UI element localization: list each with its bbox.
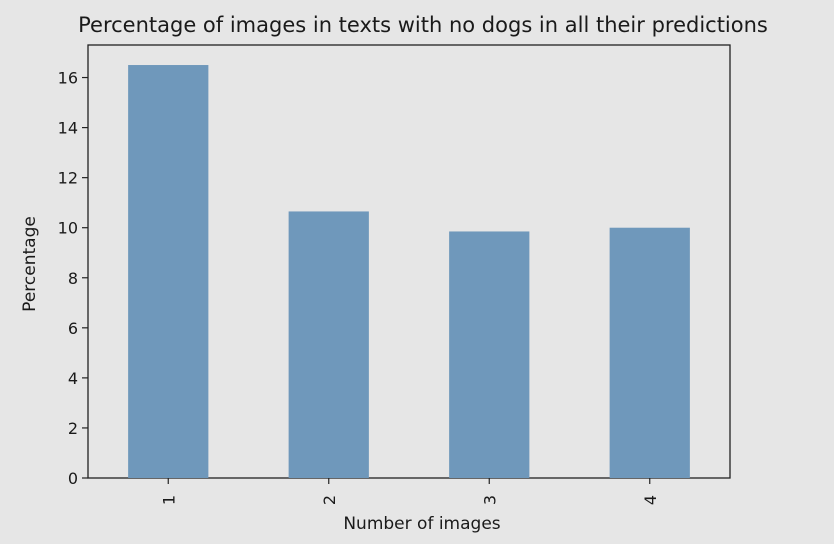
y-tick-label: 2 [68, 419, 78, 438]
y-tick-label: 6 [68, 319, 78, 338]
x-tick-label: 3 [480, 495, 499, 505]
y-tick-label: 0 [68, 469, 78, 488]
y-axis-ticks: 0 2 4 6 8 10 12 14 16 [58, 69, 88, 488]
bar-1 [128, 65, 209, 478]
y-tick-label: 4 [68, 369, 78, 388]
chart-title: Percentage of images in texts with no do… [78, 13, 768, 37]
y-axis-label: Percentage [20, 216, 40, 312]
x-tick-label: 2 [320, 495, 339, 505]
x-tick-label: 4 [641, 495, 660, 505]
bar-4 [609, 227, 690, 478]
y-tick-label: 16 [58, 69, 78, 88]
y-tick-label: 10 [58, 219, 78, 238]
bar-3 [449, 231, 530, 478]
y-tick-label: 12 [58, 169, 78, 188]
bar-2 [288, 211, 369, 478]
bars-group [128, 65, 690, 478]
y-tick-label: 14 [58, 119, 78, 138]
x-axis-ticks: 1 2 3 4 [159, 478, 660, 505]
x-axis-label: Number of images [343, 514, 500, 534]
y-tick-label: 8 [68, 269, 78, 288]
x-tick-label: 1 [159, 495, 178, 505]
